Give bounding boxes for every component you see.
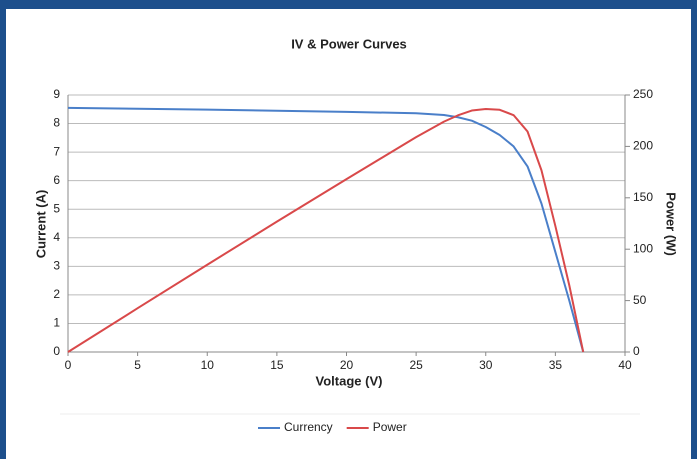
y-tick-label: 0 [53, 344, 60, 358]
y2-tick-label: 250 [633, 87, 653, 101]
y-tick-label: 1 [53, 316, 60, 330]
x-tick-label: 40 [618, 358, 632, 372]
x-tick-label: 20 [340, 358, 354, 372]
y2-tick-label: 150 [633, 190, 653, 204]
x-tick-label: 0 [65, 358, 72, 372]
y-tick-label: 3 [53, 259, 60, 273]
series-line [67, 107, 585, 353]
panel [6, 9, 691, 459]
x-tick-label: 30 [479, 358, 493, 372]
x-tick-label: 5 [134, 358, 141, 372]
y-tick-label: 8 [53, 116, 60, 130]
y2-tick-label: 100 [633, 241, 653, 255]
chart-title: IV & Power Curves [291, 36, 407, 51]
x-axis-label: Voltage (V) [316, 373, 383, 388]
y-tick-label: 7 [53, 144, 60, 158]
legend-label: Power [373, 420, 407, 434]
y-tick-label: 4 [53, 230, 60, 244]
y2-tick-label: 50 [633, 293, 647, 307]
series-line [67, 106, 585, 353]
y2-tick-label: 0 [633, 344, 640, 358]
x-tick-label: 35 [549, 358, 563, 372]
legend-label: Currency [284, 420, 333, 434]
x-tick-label: 25 [409, 358, 423, 372]
y-tick-label: 2 [53, 287, 60, 301]
y-tick-label: 6 [53, 173, 60, 187]
y-axis-label: Current (A) [33, 190, 48, 259]
y2-axis-label: Power (W) [664, 192, 679, 256]
x-tick-label: 10 [201, 358, 215, 372]
y-tick-label: 5 [53, 201, 60, 215]
y2-tick-label: 200 [633, 139, 653, 153]
y-tick-label: 9 [53, 87, 60, 101]
x-tick-label: 15 [270, 358, 284, 372]
